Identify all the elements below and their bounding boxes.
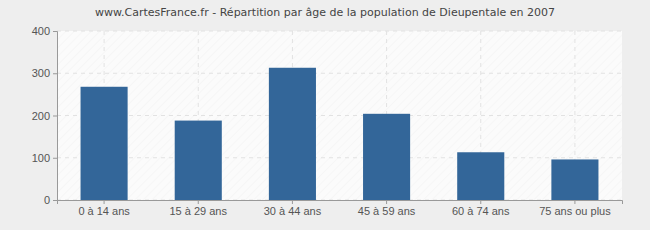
grid-vertical: [104, 31, 575, 200]
x-tick-mark: [480, 200, 481, 204]
x-tick: 45 à 59 ans: [358, 200, 416, 217]
x-tick-label: 45 à 59 ans: [358, 205, 416, 217]
bar: [363, 114, 410, 200]
y-tick-mark: [53, 116, 57, 117]
y-tick-mark: [53, 73, 57, 74]
x-tick-mark: [292, 200, 293, 204]
title: www.CartesFrance.fr - Répartition par âg…: [95, 6, 555, 19]
y-tick-label: 200: [32, 110, 50, 122]
y-tick: 0: [44, 194, 57, 206]
x-tick-mark: [104, 200, 105, 204]
x-tick-label: 15 à 29 ans: [170, 205, 228, 217]
x-tick-label: 30 à 44 ans: [264, 205, 322, 217]
y-tick-label: 0: [44, 194, 50, 206]
bar: [175, 121, 222, 200]
y-tick-mark: [53, 31, 57, 32]
x-tick: 15 à 29 ans: [170, 200, 228, 217]
y-tick: 100: [32, 152, 57, 164]
bar: [457, 152, 504, 200]
x-tick: 75 ans ou plus: [539, 200, 611, 217]
x-tick: 30 à 44 ans: [264, 200, 322, 217]
grid: [57, 31, 622, 200]
y-axis-line: [53, 32, 58, 201]
x-axis-line: [58, 201, 623, 205]
x-axis: 0 à 14 ans 15 à 29 ans 30 à 44 ans 45 à 59 …: [58, 200, 623, 217]
chart: 0 100 200 300 400 0 à 14 ans 15 à 29 ans 30 à 4…: [0, 0, 650, 230]
y-tick-label: 400: [32, 25, 50, 37]
grid-line: [57, 157, 622, 158]
y-tick: 300: [32, 67, 57, 79]
bars: [81, 68, 599, 200]
plot-area: [57, 31, 622, 200]
x-tick-mark: [386, 200, 387, 204]
bar: [551, 159, 598, 200]
grid-line: [57, 31, 622, 32]
y-tick-mark: [53, 200, 57, 201]
y-tick-label: 300: [32, 67, 50, 79]
y-tick: 200: [32, 110, 57, 122]
background: [0, 0, 650, 230]
x-tick-label: 60 à 74 ans: [452, 205, 510, 217]
x-tick-mark: [574, 200, 575, 204]
bar: [81, 87, 128, 200]
y-axis: 0 100 200 300 400: [32, 25, 58, 206]
plot: 0 100 200 300 400 0 à 14 ans 15 à 29 ans 30 à 4…: [32, 25, 623, 217]
grid-line: [57, 115, 622, 116]
y-tick-label: 100: [32, 152, 50, 164]
x-tick: 60 à 74 ans: [452, 200, 510, 217]
y-tick-mark: [53, 158, 57, 159]
x-tick-label: 0 à 14 ans: [78, 205, 130, 217]
grid-line: [57, 73, 622, 74]
y-tick: 400: [32, 25, 57, 37]
x-tick: 0 à 14 ans: [78, 200, 130, 217]
x-tick-mark: [198, 200, 199, 204]
x-tick-label: 75 ans ou plus: [539, 205, 611, 217]
bar: [269, 68, 316, 200]
